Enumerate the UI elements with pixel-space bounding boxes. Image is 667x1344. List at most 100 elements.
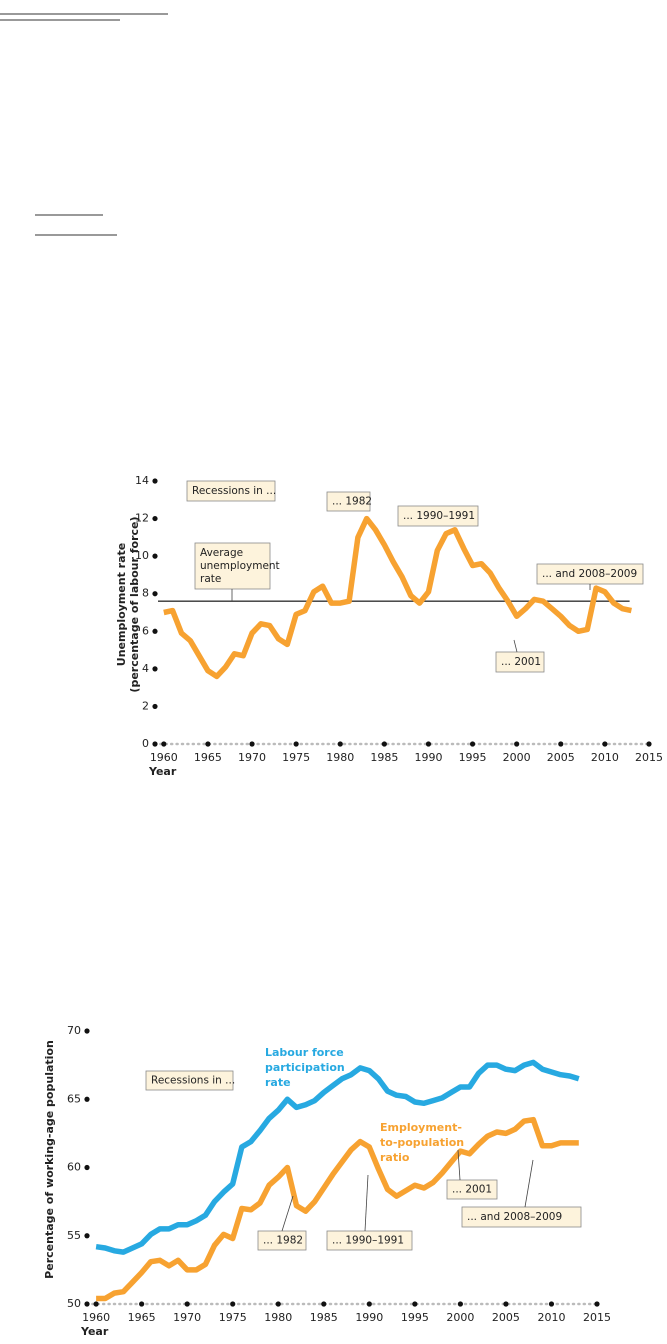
y-tick-label: 55: [67, 1229, 81, 1242]
x-tick-label: 2000: [446, 1311, 474, 1324]
x-tick-label: 2005: [547, 751, 575, 764]
x-tick-label: 1960: [150, 751, 178, 764]
y-tick-label: 2: [142, 699, 149, 712]
annotation-text: Recessions in ...: [151, 1075, 235, 1087]
annotation-box: [446, 1179, 498, 1200]
y-tick-label: 4: [142, 662, 149, 675]
x-tick-label: 1985: [310, 1311, 338, 1324]
series-line: [96, 1116, 579, 1302]
x-tick: [230, 1301, 236, 1307]
x-tick: [548, 1301, 555, 1307]
annotation-box: [397, 505, 479, 527]
annotation-text: ... and 2008–2009: [542, 568, 637, 580]
y-axis-label: (percentage of labour force): [128, 516, 141, 692]
x-tick: [293, 741, 299, 747]
y-tick: [84, 1301, 90, 1307]
x-tick-label: 1990: [355, 1311, 383, 1324]
x-tick-label: 1980: [326, 751, 354, 764]
y-tick-label: 12: [135, 512, 149, 525]
annotation-box: [145, 1070, 234, 1091]
y-axis-label: Percentage of working-age population: [43, 1040, 56, 1279]
x-tick-label: 1970: [238, 751, 266, 764]
x-tick-label: 1975: [282, 751, 310, 764]
x-tick-label: 2005: [492, 1311, 520, 1324]
x-tick-label: 2015: [583, 1311, 611, 1324]
x-tick: [594, 1301, 600, 1307]
y-tick-label: 14: [135, 474, 149, 487]
y-tick: [152, 666, 158, 672]
x-tick-label: 1990: [414, 751, 442, 764]
series-label: Labour force: [265, 1046, 344, 1059]
series-line: [163, 515, 632, 680]
y-tick: [84, 1028, 90, 1034]
x-tick: [469, 741, 476, 747]
y-axis-label: Unemployment rate: [115, 543, 128, 666]
series-label: to-population: [380, 1136, 464, 1149]
y-tick-label: 65: [67, 1092, 81, 1105]
y-tick: [84, 1233, 90, 1239]
leader-line: [513, 639, 518, 653]
x-tick: [321, 1301, 327, 1307]
y-tick: [84, 1096, 90, 1102]
annotation-text: Average: [200, 547, 243, 559]
annotation-box: [186, 480, 276, 502]
x-tick-label: 2000: [503, 751, 531, 764]
x-tick-label: 1975: [219, 1311, 247, 1324]
x-tick: [558, 741, 564, 747]
y-tick: [152, 478, 158, 484]
annotation-box: [326, 1230, 413, 1251]
x-tick: [646, 741, 652, 747]
y-tick: [84, 1164, 90, 1171]
y-tick-label: 70: [67, 1024, 81, 1037]
x-tick: [205, 741, 211, 747]
series-label: participation: [265, 1061, 345, 1074]
x-tick: [457, 1301, 463, 1307]
x-tick: [514, 741, 520, 747]
x-tick: [184, 1301, 190, 1307]
annotation-text: ... 1982: [263, 1235, 303, 1247]
x-tick: [602, 741, 608, 747]
annotation-box: [495, 651, 545, 673]
y-tick-label: 60: [67, 1161, 81, 1174]
annotation-box: [326, 491, 371, 512]
x-tick-label: 1980: [264, 1311, 292, 1324]
x-tick: [425, 741, 432, 747]
x-tick: [275, 1301, 281, 1307]
series-label: rate: [265, 1076, 291, 1089]
y-tick-label: 6: [142, 624, 149, 637]
x-tick: [366, 1301, 372, 1307]
x-tick-label: 1995: [401, 1311, 429, 1324]
y-tick-label: 8: [142, 587, 149, 600]
leader-line: [364, 1174, 369, 1232]
x-tick: [503, 1301, 509, 1307]
y-tick-label: 50: [67, 1297, 81, 1310]
annotation-box: [461, 1206, 582, 1228]
annotation-text: ... 2001: [452, 1184, 492, 1196]
leader-line: [524, 1159, 534, 1208]
x-tick: [161, 741, 167, 747]
annotation-text: Recessions in ...: [192, 485, 276, 497]
annotation-text: ... 1990–1991: [332, 1235, 404, 1247]
y-tick: [152, 628, 158, 634]
series-line: [95, 1059, 580, 1255]
annotation-box: [194, 542, 271, 590]
series-label: ratio: [380, 1151, 410, 1164]
annotation-text: rate: [200, 573, 221, 585]
x-tick: [337, 741, 343, 747]
y-tick-label: 10: [135, 549, 149, 562]
y-tick: [152, 703, 158, 710]
annotation-text: ... 2001: [501, 656, 541, 668]
y-tick: [152, 591, 158, 597]
x-tick-label: 1965: [128, 1311, 156, 1324]
x-tick-label: 1965: [194, 751, 222, 764]
x-tick-label: 1960: [82, 1311, 110, 1324]
x-tick-label: 1985: [370, 751, 398, 764]
x-tick-label: 1995: [459, 751, 487, 764]
x-tick-label: 2015: [635, 751, 663, 764]
leader-line: [457, 1149, 461, 1181]
x-tick-label: 2010: [591, 751, 619, 764]
x-tick-label: 2010: [537, 1311, 565, 1324]
y-tick-label: 0: [142, 737, 149, 750]
annotation-text: unemployment: [200, 560, 280, 572]
x-tick: [139, 1301, 145, 1307]
